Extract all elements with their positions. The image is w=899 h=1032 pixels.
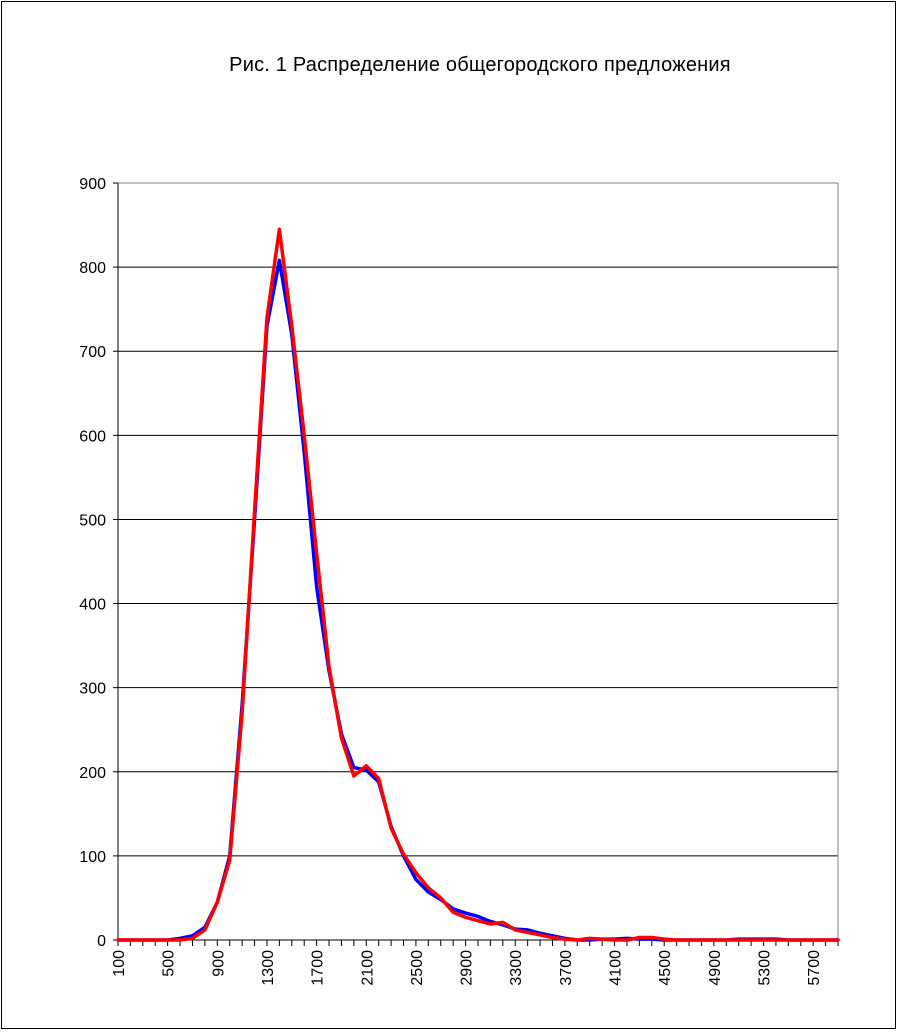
x-axis-ticks: 100 500 900 1300 1700 2100 2500 2900 3300 3700 410… xyxy=(111,940,839,986)
y-tick-label: 400 xyxy=(79,597,106,614)
axes xyxy=(117,182,839,941)
x-tick-label: 1700 xyxy=(310,950,327,986)
y-tick-label: 300 xyxy=(79,681,106,698)
x-tick-label: 4500 xyxy=(657,950,674,986)
y-tick-label: 600 xyxy=(79,428,106,445)
x-tick-label: 3700 xyxy=(558,950,575,986)
y-tick-label: 200 xyxy=(79,765,106,782)
x-tick-label: 4100 xyxy=(608,950,625,986)
y-tick-label: 0 xyxy=(97,933,106,950)
x-tick-label: 5300 xyxy=(757,950,774,986)
x-tick-label: 5700 xyxy=(806,950,823,986)
x-tick-label: 2100 xyxy=(359,950,376,986)
series-lines xyxy=(116,227,840,942)
gridlines xyxy=(118,182,838,857)
x-tick-label: 4900 xyxy=(707,950,724,986)
y-tick-label: 900 xyxy=(79,176,106,193)
x-tick-label: 2900 xyxy=(459,950,476,986)
y-tick-label: 100 xyxy=(79,849,106,866)
y-tick-label: 500 xyxy=(79,512,106,529)
x-tick-label: 500 xyxy=(161,950,178,977)
x-tick-label: 1300 xyxy=(260,950,277,986)
series-line-1 xyxy=(116,258,840,942)
x-tick-label: 2500 xyxy=(409,950,426,986)
x-tick-label: 100 xyxy=(111,950,128,977)
y-tick-label: 800 xyxy=(79,260,106,277)
series-line-2 xyxy=(116,227,840,942)
y-tick-label: 700 xyxy=(79,344,106,361)
chart-title: Рис. 1 Распределение общегородского пред… xyxy=(229,54,731,76)
y-axis-ticks: 0 100 200 300 400 500 600 700 800 900 xyxy=(79,176,118,950)
x-tick-label: 900 xyxy=(210,950,227,977)
x-tick-label: 3300 xyxy=(508,950,525,986)
